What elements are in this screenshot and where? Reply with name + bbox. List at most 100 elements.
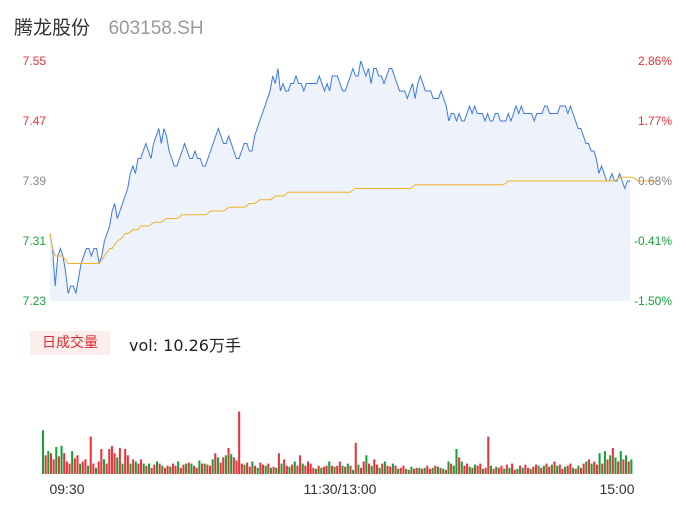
y-tick-label-left: 7.23: [23, 294, 47, 308]
volume-bar: [126, 455, 129, 474]
volume-bar: [248, 466, 251, 474]
volume-bars: [42, 411, 633, 474]
volume-bar: [272, 466, 275, 474]
volume-bar: [232, 457, 235, 474]
volume-bar: [577, 465, 580, 474]
volume-bar: [49, 453, 52, 474]
volume-bar: [352, 469, 355, 474]
volume-bar: [246, 462, 249, 474]
volume-bar: [124, 449, 127, 474]
volume-bar: [630, 459, 633, 474]
volume-bar: [134, 461, 137, 474]
volume-bar: [601, 463, 604, 474]
volume-bar: [362, 461, 365, 474]
volume-bar: [378, 467, 381, 474]
volume-bar: [574, 468, 577, 474]
volume-bar: [455, 449, 458, 474]
volume-bar: [375, 464, 378, 474]
volume-bar: [357, 464, 360, 474]
x-tick-label: 11:30/13:00: [304, 481, 377, 497]
average-price-line: [49, 176, 659, 264]
volume-bar: [476, 465, 479, 474]
volume-bar: [155, 461, 159, 474]
volume-bar: [333, 466, 336, 474]
volume-bar: [142, 463, 145, 474]
volume-bar: [291, 464, 294, 474]
volume-bar: [314, 468, 318, 474]
volume-bar: [463, 465, 466, 474]
volume-bar: [243, 464, 246, 474]
volume-badge[interactable]: 日成交量: [30, 331, 110, 355]
volume-bar: [405, 468, 408, 474]
volume-bar: [585, 461, 588, 474]
volume-bar: [447, 461, 450, 474]
volume-bar: [193, 465, 196, 474]
volume-bar: [47, 451, 50, 474]
volume-bar: [89, 436, 92, 474]
volume-bar: [569, 463, 572, 474]
volume-bar: [500, 465, 503, 474]
volume-bar: [84, 459, 87, 474]
volume-bar: [444, 469, 447, 474]
volume-bar: [132, 459, 135, 474]
volume-bar: [251, 461, 254, 474]
volume-bar: [129, 463, 132, 474]
volume-bar: [187, 462, 190, 474]
volume-bar: [593, 461, 596, 474]
volume-bar: [238, 411, 241, 474]
volume-bar: [325, 465, 328, 474]
x-tick-label: 09:30: [49, 481, 84, 497]
volume-bar: [344, 466, 347, 474]
volume-bar: [92, 463, 95, 474]
volume-bar: [224, 455, 227, 474]
volume-bar: [97, 461, 100, 474]
volume-bar: [473, 464, 477, 474]
volume-bar: [561, 468, 564, 474]
volume-bar: [452, 465, 455, 474]
volume-bar: [328, 461, 331, 474]
volume-bar: [113, 453, 116, 474]
volume-bar: [330, 465, 333, 474]
volume-bar: [87, 465, 90, 474]
volume-bar: [222, 457, 225, 474]
volume-bar: [572, 467, 575, 474]
volume-bar: [606, 459, 609, 474]
volume-bar: [95, 467, 98, 474]
stock-title: 腾龙股份 603158.SH: [14, 13, 204, 39]
x-tick-label: 15:00: [599, 481, 634, 497]
volume-bar: [285, 465, 288, 474]
volume-bar: [158, 463, 161, 474]
volume-bar: [108, 449, 111, 474]
volume-bar: [256, 467, 259, 474]
volume-summary: vol: 10.26万手: [129, 336, 241, 355]
volume-bar: [214, 453, 217, 474]
volume-bar: [145, 465, 148, 474]
volume-bar: [436, 466, 439, 474]
volume-bar: [420, 468, 424, 474]
volume-bar: [397, 468, 400, 474]
volume-bar: [431, 467, 434, 474]
volume-bar: [264, 465, 267, 474]
volume-bar: [383, 461, 386, 474]
volume-bar: [484, 467, 487, 474]
volume-bar: [564, 466, 567, 474]
volume-bar: [71, 451, 74, 474]
volume-bar: [399, 467, 402, 474]
volume-bar: [105, 463, 108, 474]
volume-bar: [603, 451, 606, 474]
volume-bar: [503, 468, 506, 474]
volume-bar: [68, 463, 71, 474]
volume-bar: [521, 467, 524, 474]
volume-bar: [625, 455, 628, 474]
volume-bar: [60, 445, 63, 474]
volume-bar: [609, 455, 612, 474]
volume-bar: [622, 459, 625, 474]
volume-bar: [65, 461, 68, 474]
volume-bar: [590, 463, 593, 474]
volume-bar: [169, 466, 172, 474]
volume-bar: [190, 463, 193, 474]
volume-bar: [360, 467, 363, 474]
volume-bar: [182, 464, 185, 474]
volume-bar: [76, 455, 79, 474]
